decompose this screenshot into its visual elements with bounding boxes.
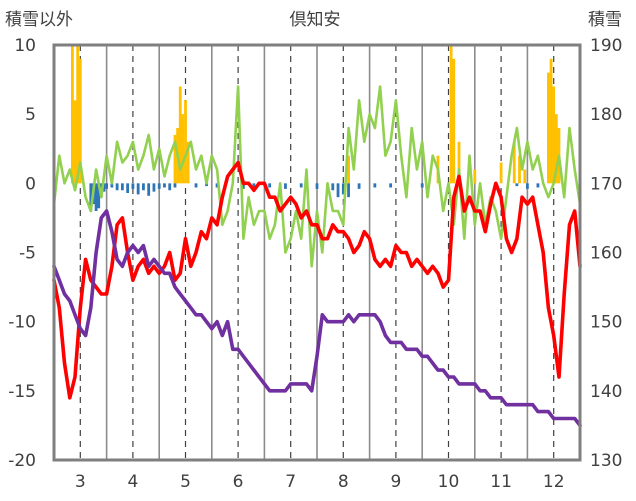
bar <box>120 183 124 191</box>
bar <box>499 162 503 184</box>
bar <box>94 183 98 211</box>
y-right-tick-label: 170 <box>590 174 622 194</box>
y-left-tick-label: -5 <box>19 244 36 264</box>
x-tick-label: 6 <box>233 472 244 492</box>
left-axis-label: 積雪以外 <box>5 10 73 30</box>
bar-series-group <box>71 45 561 211</box>
x-tick-label: 8 <box>338 472 349 492</box>
bar <box>473 169 477 184</box>
y-left-tick-label: 10 <box>14 36 36 56</box>
y-left-tick-label: -20 <box>8 451 36 471</box>
bar <box>89 183 93 211</box>
bar <box>518 155 521 184</box>
bar <box>457 141 461 184</box>
bar <box>78 58 82 184</box>
y-left-tick-label: 5 <box>25 105 36 125</box>
grid-lines <box>79 45 555 460</box>
bar <box>554 114 558 184</box>
x-tick-label: 9 <box>390 472 401 492</box>
y-right-tick-label: 150 <box>590 313 622 333</box>
bar <box>142 183 145 191</box>
bar <box>152 183 156 192</box>
bar <box>452 58 456 184</box>
plot-frame <box>52 43 582 462</box>
bar <box>331 183 335 191</box>
tick-labels: 3 4 5 6 7 8 9 10 11 12 10 5 0 -5 -10 -15 -20 190 180 170 160… <box>8 36 622 492</box>
bar <box>515 183 519 187</box>
x-tick-label: 7 <box>285 472 296 492</box>
y-right-tick-label: 140 <box>590 382 622 402</box>
right-axis-label: 積雪 <box>588 10 622 30</box>
y-left-tick-label: -15 <box>8 382 36 402</box>
y-right-tick-label: 180 <box>590 105 622 125</box>
x-tick-label: 5 <box>180 472 191 492</box>
bar <box>299 183 303 188</box>
x-tick-label: 11 <box>490 472 512 492</box>
y-right-tick-label: 160 <box>590 244 622 264</box>
bar <box>184 100 187 184</box>
bar <box>215 183 219 188</box>
bar <box>284 183 287 189</box>
bar <box>76 45 80 184</box>
x-tick-label: 10 <box>438 472 460 492</box>
bar <box>523 169 527 184</box>
bar <box>97 183 101 209</box>
bar <box>357 183 361 189</box>
y-left-tick-label: 0 <box>25 174 36 194</box>
bar <box>315 183 319 189</box>
bar <box>126 183 130 194</box>
bar <box>186 141 190 184</box>
bar <box>178 86 182 184</box>
y-left-tick-label: -10 <box>8 313 36 333</box>
bar <box>268 183 272 188</box>
bar <box>102 183 106 192</box>
bar <box>336 183 340 198</box>
series-line <box>52 160 582 400</box>
bar <box>241 183 245 189</box>
chart-title: 倶知安 <box>290 10 341 30</box>
bar <box>552 86 556 184</box>
bar <box>194 183 198 188</box>
line-series-group <box>52 85 582 428</box>
x-tick-label: 3 <box>75 472 86 492</box>
bar <box>549 58 553 184</box>
bar <box>131 183 135 189</box>
bar <box>157 183 161 189</box>
y-right-tick-label: 130 <box>590 451 622 471</box>
bar <box>205 183 208 187</box>
bar <box>173 134 177 184</box>
x-tick-label: 12 <box>543 472 565 492</box>
bar <box>373 183 377 188</box>
bar <box>115 183 119 191</box>
series-line <box>52 209 582 428</box>
bar <box>449 45 453 184</box>
bar <box>105 183 108 189</box>
bar <box>536 183 540 188</box>
bar <box>168 183 172 191</box>
bar <box>347 155 350 184</box>
bar <box>110 183 114 188</box>
x-tick-label: 4 <box>127 472 138 492</box>
bar <box>512 141 516 184</box>
bar <box>163 183 166 188</box>
bar <box>71 45 74 184</box>
bar <box>547 72 550 184</box>
bar <box>347 183 350 198</box>
y-right-tick-label: 190 <box>590 36 622 56</box>
bar <box>389 183 393 188</box>
bar <box>420 183 424 188</box>
bar <box>73 100 77 184</box>
bar <box>147 183 151 196</box>
bar <box>173 183 177 188</box>
bar <box>526 183 529 189</box>
bar <box>341 183 345 195</box>
bar <box>252 183 256 191</box>
bar <box>181 114 185 184</box>
bar <box>136 183 140 195</box>
